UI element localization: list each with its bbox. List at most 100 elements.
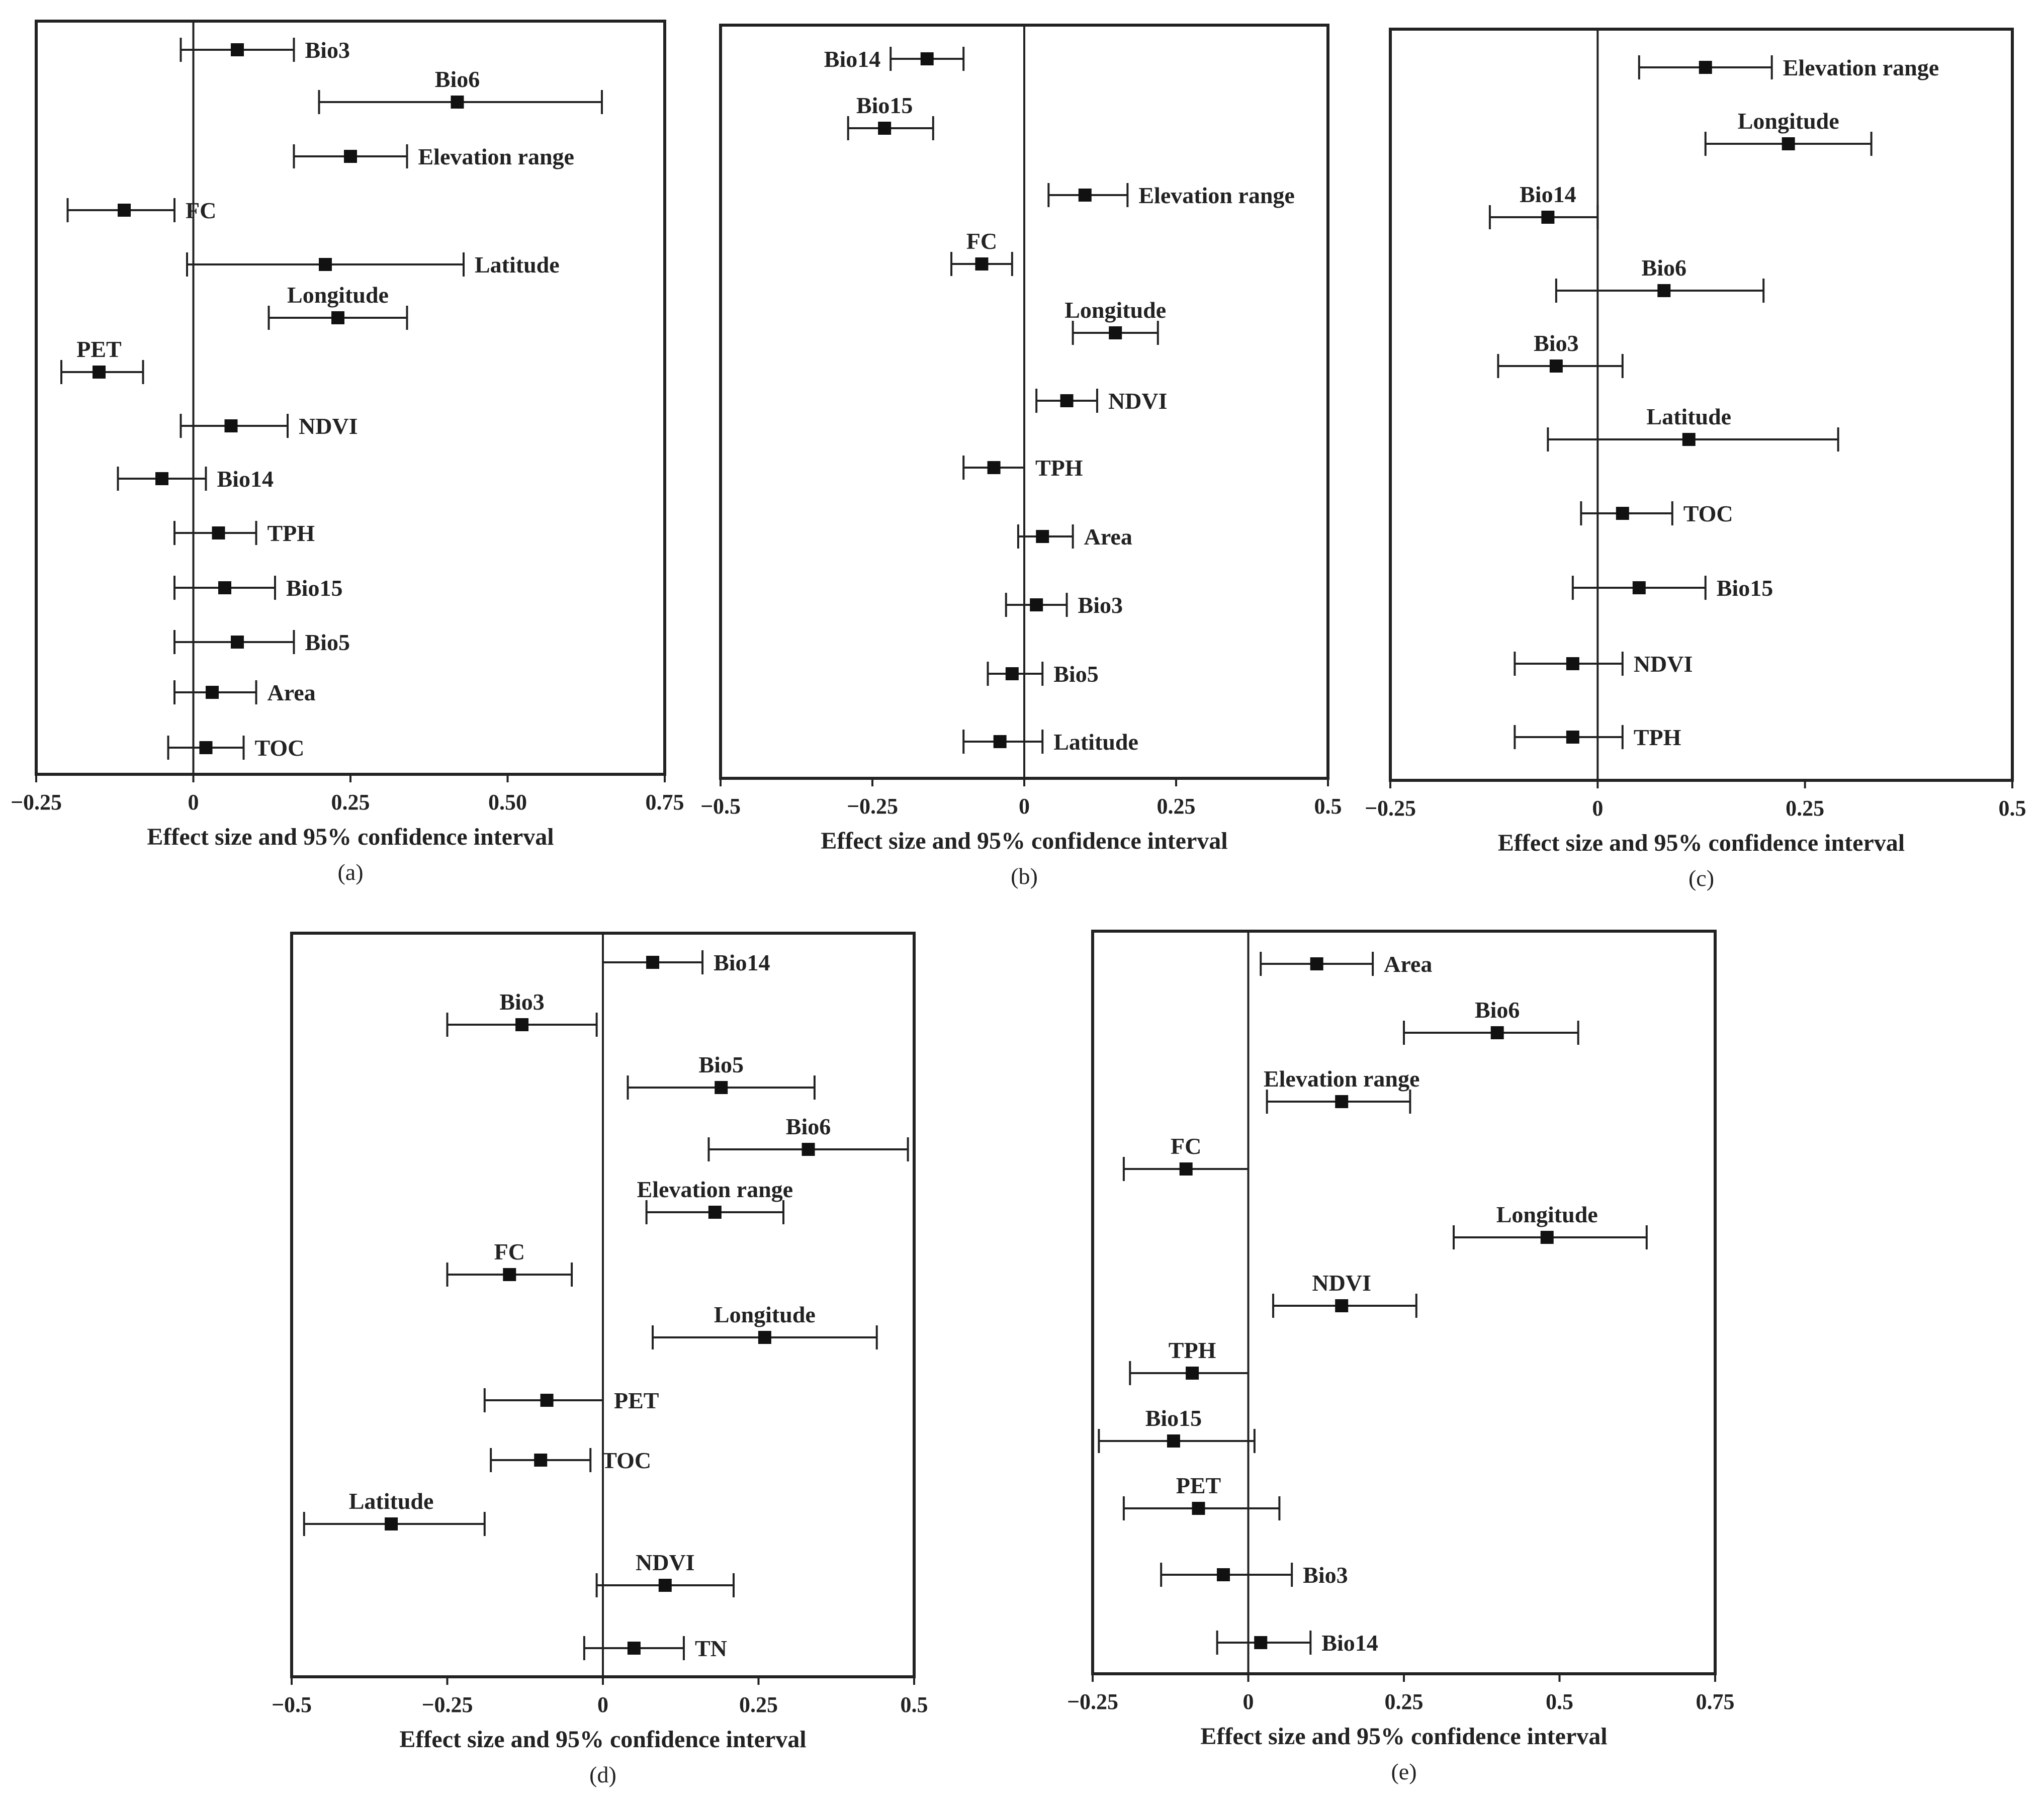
x-tick-label: 0.25 <box>739 1692 778 1717</box>
point-estimate <box>1078 189 1092 202</box>
x-axis-label: Effect size and 95% confidence interval <box>1200 1723 1607 1750</box>
point-estimate <box>1616 507 1629 520</box>
point-estimate <box>1566 731 1579 744</box>
variable-label: NDVI <box>636 1550 695 1575</box>
variable-label: TN <box>695 1636 727 1661</box>
x-tick-label: −0.25 <box>11 790 62 815</box>
variable-label: Bio6 <box>435 66 480 92</box>
x-tick-label: −0.5 <box>700 794 741 819</box>
variable-label: Latitude <box>1053 729 1138 755</box>
point-estimate <box>540 1394 554 1407</box>
x-tick-label: 0.50 <box>488 790 527 815</box>
point-estimate <box>1335 1299 1349 1312</box>
point-estimate <box>218 581 231 594</box>
variable-label: Bio14 <box>1321 1630 1378 1656</box>
x-tick-label: 0.5 <box>1546 1689 1573 1714</box>
x-tick-label: −0.25 <box>421 1692 473 1717</box>
variable-label: Bio14 <box>824 46 880 72</box>
point-estimate <box>503 1268 516 1281</box>
x-tick-label: 0.5 <box>1999 796 2026 821</box>
x-axis-label: Effect size and 95% confidence interval <box>821 828 1227 854</box>
variable-label: Bio14 <box>217 466 274 492</box>
x-tick-label: 0.25 <box>1157 794 1196 819</box>
panel-label: (b) <box>1011 863 1038 889</box>
panel-label: (a) <box>337 859 363 885</box>
point-estimate <box>1060 394 1074 407</box>
point-estimate <box>1005 667 1019 680</box>
variable-label: Area <box>1084 524 1132 550</box>
variable-label: TPH <box>1169 1337 1216 1363</box>
point-estimate <box>708 1206 722 1219</box>
variable-label: Longitude <box>1738 108 1839 134</box>
forest-panel: −0.5 −0.25 0 0.25 0.5 Effect size and 95% con… <box>700 24 1342 889</box>
x-tick-label: −0.5 <box>272 1692 312 1717</box>
variable-label: TOC <box>1683 501 1733 526</box>
point-estimate <box>534 1454 548 1467</box>
x-tick-label: 0.5 <box>901 1692 928 1717</box>
variable-label: TOC <box>601 1448 651 1473</box>
variable-label: Bio3 <box>1303 1562 1348 1588</box>
point-estimate <box>920 52 934 65</box>
variable-label: PET <box>1176 1473 1221 1498</box>
variable-label: Bio6 <box>786 1114 831 1139</box>
variable-label: Bio15 <box>1717 575 1773 601</box>
point-estimate <box>155 472 168 485</box>
variable-label: Longitude <box>287 282 389 308</box>
x-axis-label: Effect size and 95% confidence interval <box>147 824 554 850</box>
x-tick-label: 0.25 <box>1786 796 1824 821</box>
point-estimate <box>1490 1026 1504 1039</box>
point-estimate <box>987 461 1001 474</box>
point-estimate <box>1310 957 1323 970</box>
point-estimate <box>224 419 238 432</box>
variable-label: Elevation range <box>418 144 574 169</box>
point-estimate <box>515 1018 529 1031</box>
panel-label: (e) <box>1391 1759 1416 1784</box>
variable-label: Bio15 <box>1145 1405 1202 1431</box>
point-estimate <box>212 526 225 539</box>
point-estimate <box>331 311 344 324</box>
point-estimate <box>319 258 332 271</box>
panel-label: (d) <box>589 1762 616 1787</box>
point-estimate <box>1335 1095 1349 1108</box>
variable-label: Elevation range <box>1783 55 1939 80</box>
variable-label: Longitude <box>1496 1202 1598 1227</box>
point-estimate <box>758 1331 771 1344</box>
variable-label: TPH <box>268 520 315 546</box>
variable-label: Area <box>268 680 316 705</box>
variable-label: NDVI <box>1108 388 1168 414</box>
point-estimate <box>627 1642 641 1655</box>
x-tick-label: 0 <box>1243 1689 1254 1714</box>
x-axis-label: Effect size and 95% confidence interval <box>399 1726 806 1753</box>
variable-label: NDVI <box>1312 1270 1371 1296</box>
x-tick-label: 0 <box>1592 796 1603 821</box>
point-estimate <box>451 96 464 109</box>
point-estimate <box>1540 1231 1554 1244</box>
point-estimate <box>199 741 213 754</box>
variable-label: TPH <box>1634 725 1681 750</box>
point-estimate <box>658 1579 672 1592</box>
x-tick-label: −0.25 <box>1067 1689 1118 1714</box>
variable-label: Elevation range <box>1138 183 1294 208</box>
variable-label: Latitude <box>475 252 560 278</box>
point-estimate <box>206 686 219 699</box>
variable-label: Bio3 <box>305 37 350 63</box>
x-tick-label: 0 <box>1019 794 1030 819</box>
point-estimate <box>1216 1568 1230 1581</box>
variable-label: PET <box>76 336 121 362</box>
point-estimate <box>1109 326 1122 339</box>
x-tick-label: −0.25 <box>1365 796 1416 821</box>
variable-label: Bio5 <box>305 629 350 655</box>
variable-label: PET <box>614 1388 659 1413</box>
variable-label: Bio6 <box>1642 255 1686 281</box>
variable-label: TOC <box>255 735 305 761</box>
variable-label: FC <box>186 198 216 223</box>
point-estimate <box>1699 61 1712 74</box>
point-estimate <box>344 150 357 163</box>
variable-label: NDVI <box>1634 651 1693 677</box>
variable-label: Longitude <box>1064 297 1166 323</box>
panel-label: (c) <box>1688 865 1714 891</box>
point-estimate <box>1541 211 1555 224</box>
variable-label: Bio14 <box>1520 182 1576 207</box>
